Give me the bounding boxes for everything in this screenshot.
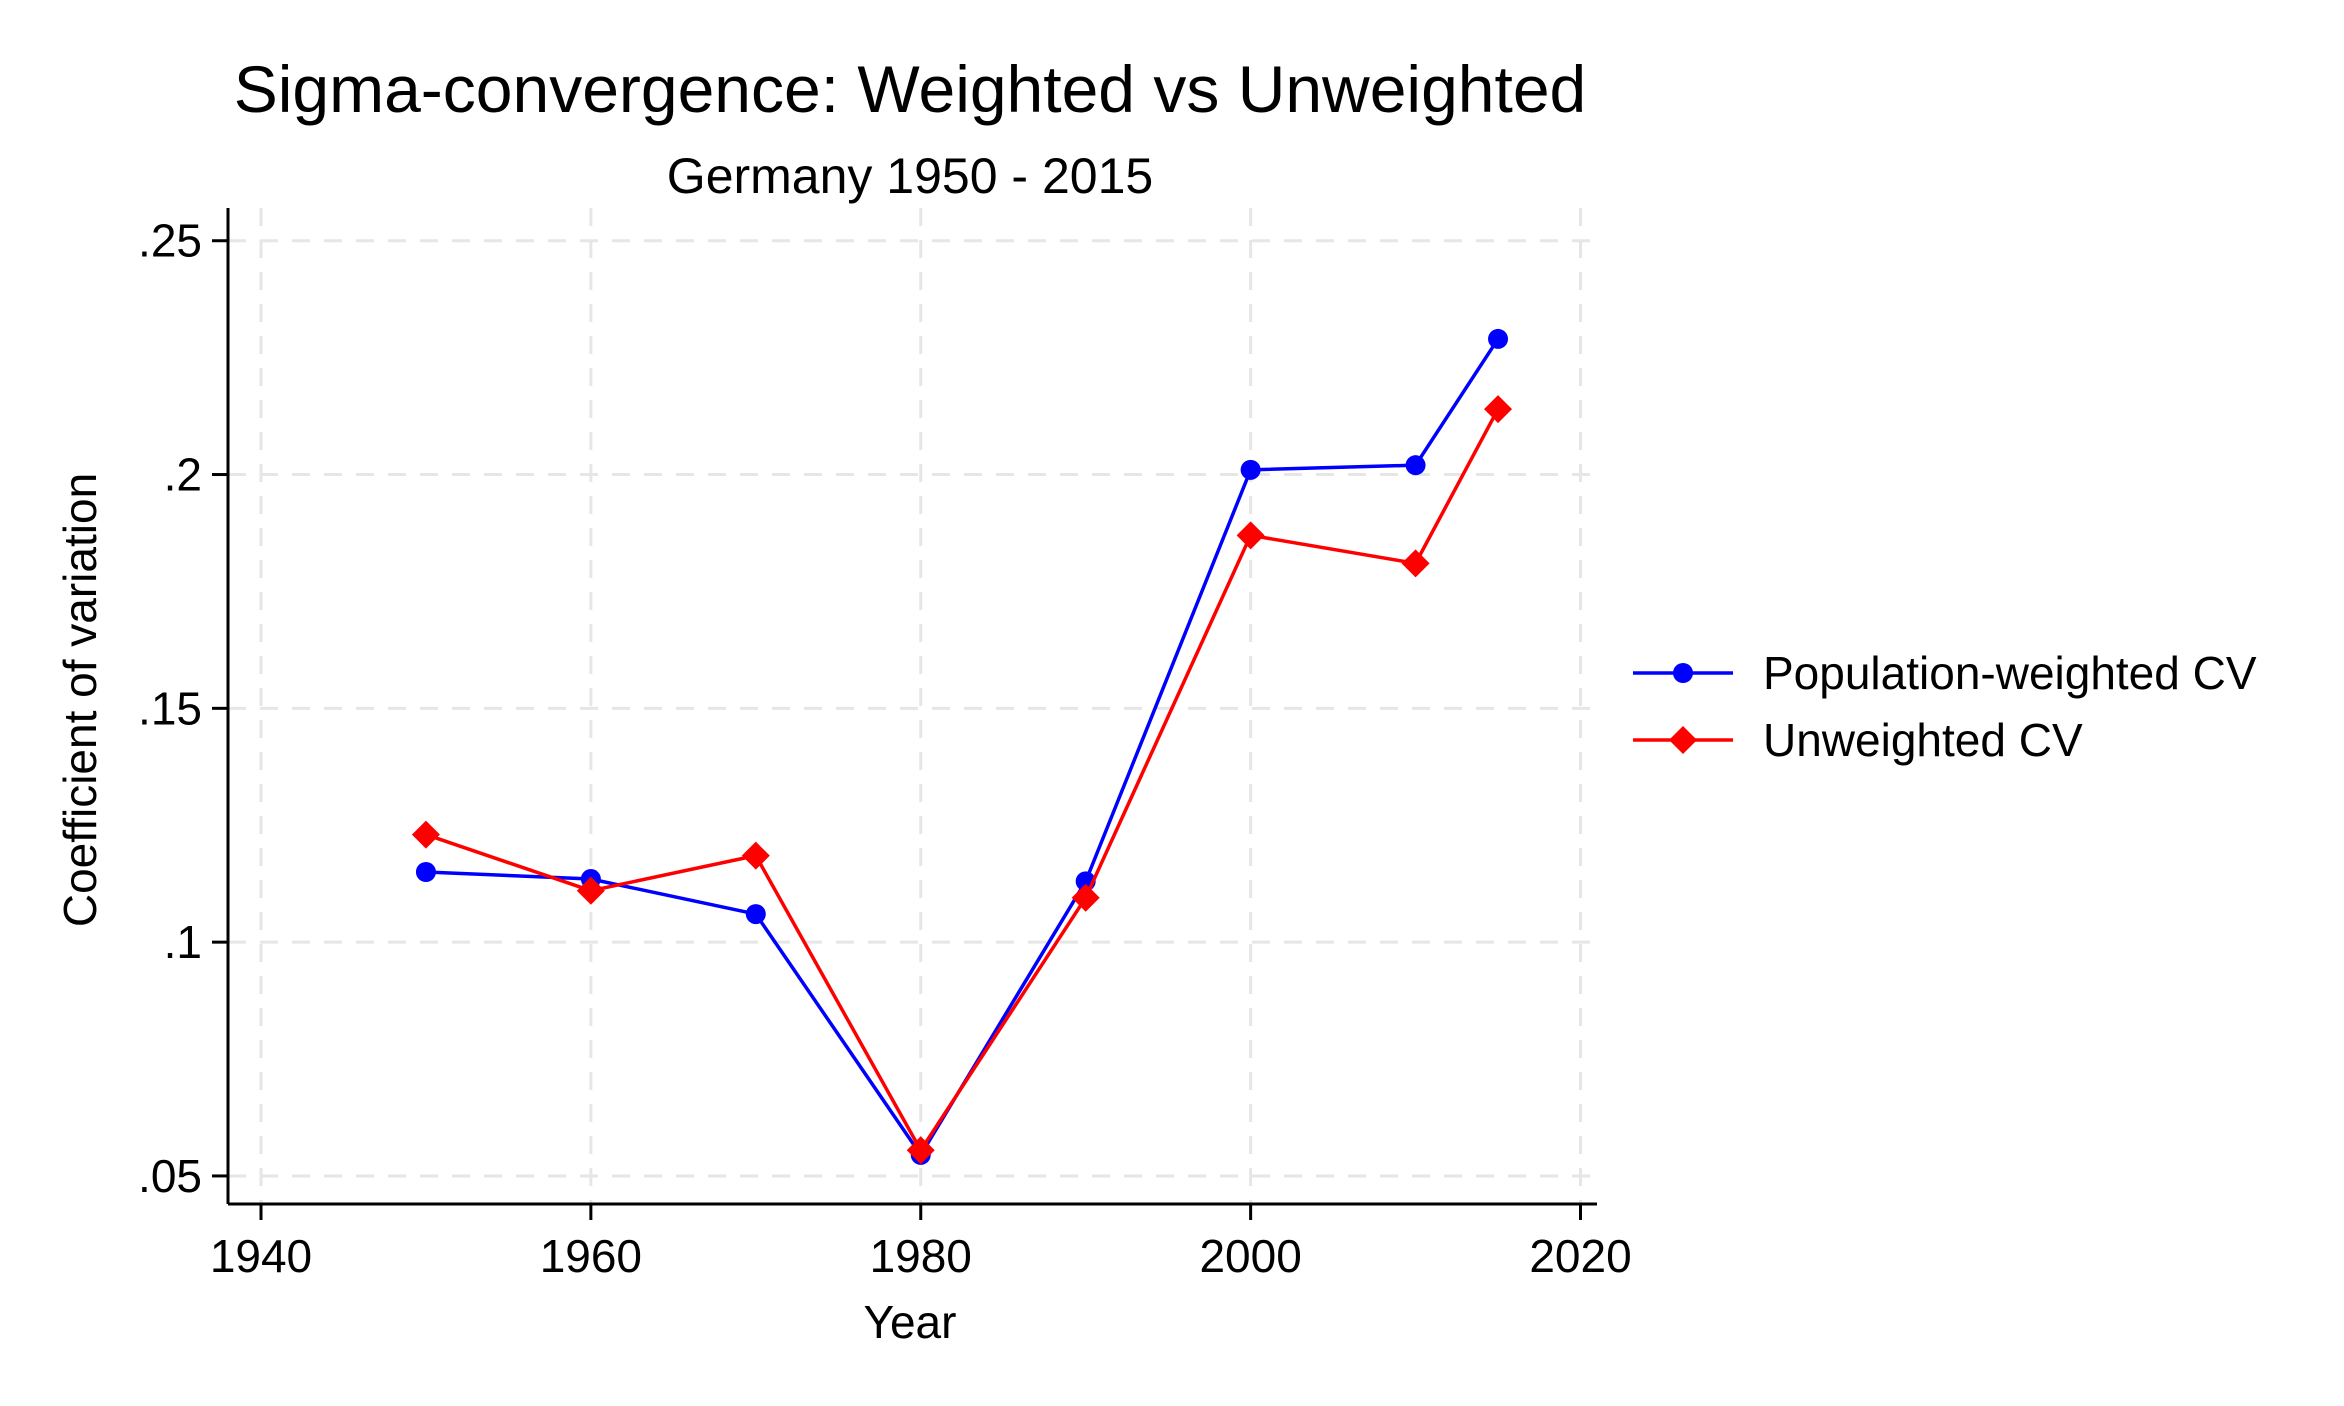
data-point bbox=[415, 862, 436, 882]
grid bbox=[228, 208, 1597, 1204]
legend-swatch-marker bbox=[1669, 726, 1697, 754]
y-tick-label: .1 bbox=[164, 916, 202, 968]
legend-swatch-marker bbox=[1673, 663, 1693, 683]
data-point bbox=[1071, 883, 1100, 912]
legend-label: Unweighted CV bbox=[1763, 714, 2083, 766]
data-point bbox=[576, 876, 605, 905]
data-point bbox=[1484, 395, 1513, 424]
x-axis-label: Year bbox=[864, 1296, 957, 1348]
plot-area bbox=[411, 328, 1513, 1165]
y-tick-label: .15 bbox=[138, 682, 202, 734]
data-point bbox=[745, 904, 766, 925]
series-line bbox=[425, 337, 1500, 1157]
x-tick-label: 2000 bbox=[1199, 1230, 1301, 1282]
data-point bbox=[741, 841, 770, 870]
chart-subtitle: Germany 1950 - 2015 bbox=[667, 148, 1153, 204]
x-tick-label: 1980 bbox=[870, 1230, 972, 1282]
x-tick-label: 1960 bbox=[540, 1230, 642, 1282]
x-tick-label: 2020 bbox=[1529, 1230, 1631, 1282]
legend-label: Population-weighted CV bbox=[1763, 647, 2257, 699]
legend-item: Population-weighted CV bbox=[1633, 647, 2257, 699]
data-point bbox=[906, 1136, 935, 1165]
data-point bbox=[1401, 549, 1430, 578]
x-tick-label: 1940 bbox=[210, 1230, 312, 1282]
chart-title: Sigma-convergence: Weighted vs Unweighte… bbox=[234, 52, 1587, 126]
axes: .05 .1 .15 .2 .25 1940 1960 1980 2000 2020 bbox=[138, 208, 1632, 1282]
series-1 bbox=[415, 328, 1509, 1165]
legend: Population-weighted CV Unweighted CV bbox=[1633, 647, 2257, 766]
data-point bbox=[411, 820, 440, 849]
data-point bbox=[1236, 521, 1265, 550]
y-tick-label: .05 bbox=[138, 1150, 202, 1202]
data-point bbox=[1240, 459, 1261, 480]
data-point bbox=[1488, 328, 1509, 349]
series-line bbox=[425, 408, 1500, 1152]
y-tick-label: .2 bbox=[164, 449, 202, 501]
data-point bbox=[1405, 455, 1426, 476]
series-2 bbox=[411, 395, 1513, 1165]
y-tick-label: .25 bbox=[138, 215, 202, 267]
legend-item: Unweighted CV bbox=[1633, 714, 2083, 766]
y-axis-label: Coefficient of variation bbox=[54, 473, 106, 927]
